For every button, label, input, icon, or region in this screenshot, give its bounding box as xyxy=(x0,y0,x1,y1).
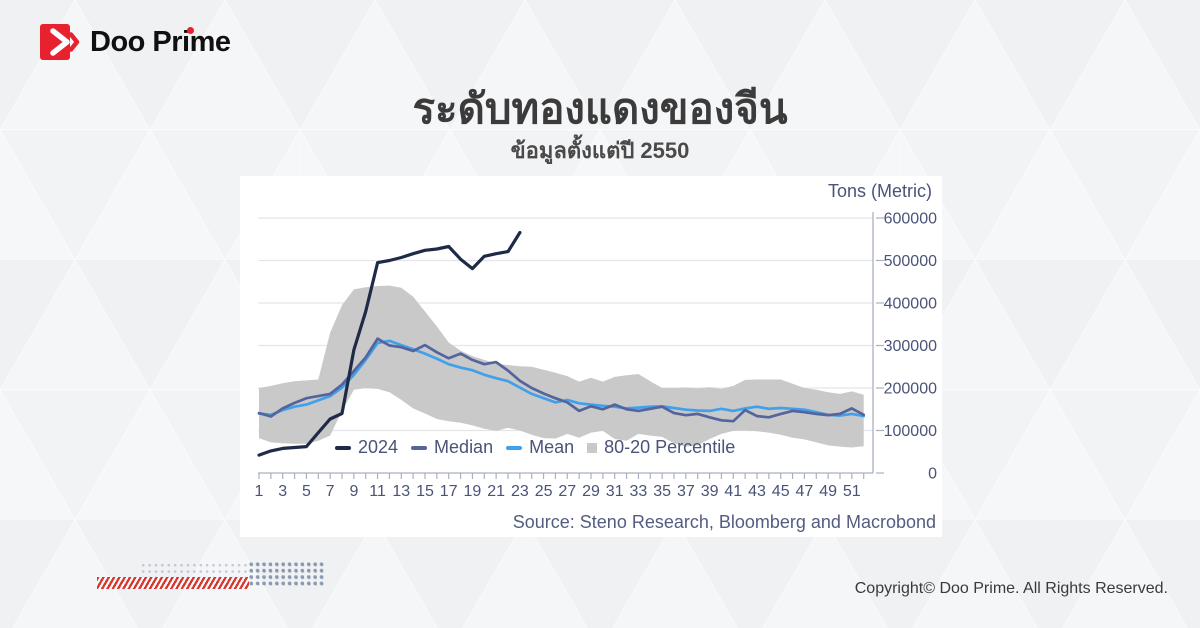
page-title: ระดับทองแดงของจีน xyxy=(412,85,788,132)
legend-item-median: Median xyxy=(411,437,493,458)
copyright-text: Copyright© Doo Prime. All Rights Reserve… xyxy=(854,580,1168,597)
chart-panel: Tons (Metric) 1 3 5 7 9 11 13 15 17 19 21 23 25 27 29 3… xyxy=(240,176,942,537)
x-tick-label: 41 xyxy=(724,483,742,500)
red-hatch-bar xyxy=(97,577,249,589)
logo-i-dot xyxy=(187,26,194,34)
legend-label: Mean xyxy=(529,437,575,457)
x-tick-label: 37 xyxy=(677,483,695,500)
x-tick-label: 11 xyxy=(369,483,386,500)
x-tick-label: 23 xyxy=(511,483,529,500)
x-tick-label: 3 xyxy=(278,483,287,500)
legend-swatch xyxy=(411,445,428,450)
y-tick-label: 400000 xyxy=(884,296,937,313)
x-tick-label: 35 xyxy=(653,483,671,500)
doo-prime-logo-icon xyxy=(40,24,80,60)
x-tick-label: 33 xyxy=(630,483,648,500)
y-tick-label: 0 xyxy=(928,466,937,483)
legend-label: 80-20 Percentile xyxy=(604,437,736,457)
y-tick-label: 600000 xyxy=(884,211,937,228)
x-tick-label: 5 xyxy=(302,483,311,500)
x-tick-label: 9 xyxy=(349,483,358,500)
chart-source: Source: Steno Research, Bloomberg and Ma… xyxy=(512,512,936,532)
x-tick-label: 49 xyxy=(819,483,837,500)
x-tick-label: 51 xyxy=(843,483,861,500)
y-tick-label: 200000 xyxy=(884,381,937,398)
line-chart: 1 3 5 7 9 11 13 15 17 19 21 23 25 27 29 31 33 35 37 39 41 43 4… xyxy=(255,211,938,501)
x-tick-label: 45 xyxy=(772,483,790,500)
legend-item-80-20-percentile: 80-20 Percentile xyxy=(587,437,735,458)
y-tick-label: 300000 xyxy=(884,338,937,355)
logo-text-value: Doo Prime xyxy=(90,25,231,58)
series-median xyxy=(257,337,866,423)
legend-label: 2024 xyxy=(358,437,399,457)
x-tick-label: 13 xyxy=(392,483,410,500)
x-tick-label: 43 xyxy=(748,483,766,500)
x-tick-label: 31 xyxy=(606,483,624,500)
legend-label: Median xyxy=(434,437,494,457)
legend-item-mean: Mean xyxy=(506,437,574,458)
logo: Doo Prime xyxy=(40,22,231,62)
y-tick-label: 500000 xyxy=(884,253,937,270)
halftone-dots-decoration-dense xyxy=(248,561,326,587)
x-tick-label: 25 xyxy=(535,483,553,500)
legend-swatch xyxy=(506,445,523,450)
percentile-band xyxy=(259,285,864,448)
x-tick-label: 27 xyxy=(558,483,576,500)
logo-text: Doo Prime xyxy=(90,26,231,59)
x-tick-label: 47 xyxy=(796,483,814,500)
x-tick-label: 1 xyxy=(255,483,264,500)
y-tick-label: 100000 xyxy=(884,423,937,440)
legend-swatch xyxy=(335,445,351,450)
x-tick-label: 15 xyxy=(416,483,434,500)
page-subtitle: ข้อมูลตั้งแต่ปี 2550 xyxy=(510,138,690,163)
x-tick-label: 39 xyxy=(701,483,719,500)
y-axis-unit-label: Tons (Metric) xyxy=(827,181,932,201)
x-tick-label: 21 xyxy=(487,483,505,500)
legend-item-2024: 2024 xyxy=(335,437,398,458)
x-tick-label: 29 xyxy=(582,483,600,500)
chart-legend: 2024 Median Mean 80-20 Percentile xyxy=(335,437,735,458)
x-tick-label: 17 xyxy=(440,483,458,500)
series-2024 xyxy=(257,230,522,457)
x-tick-label: 7 xyxy=(326,483,335,500)
x-tick-label: 19 xyxy=(464,483,482,500)
legend-swatch xyxy=(587,442,598,453)
